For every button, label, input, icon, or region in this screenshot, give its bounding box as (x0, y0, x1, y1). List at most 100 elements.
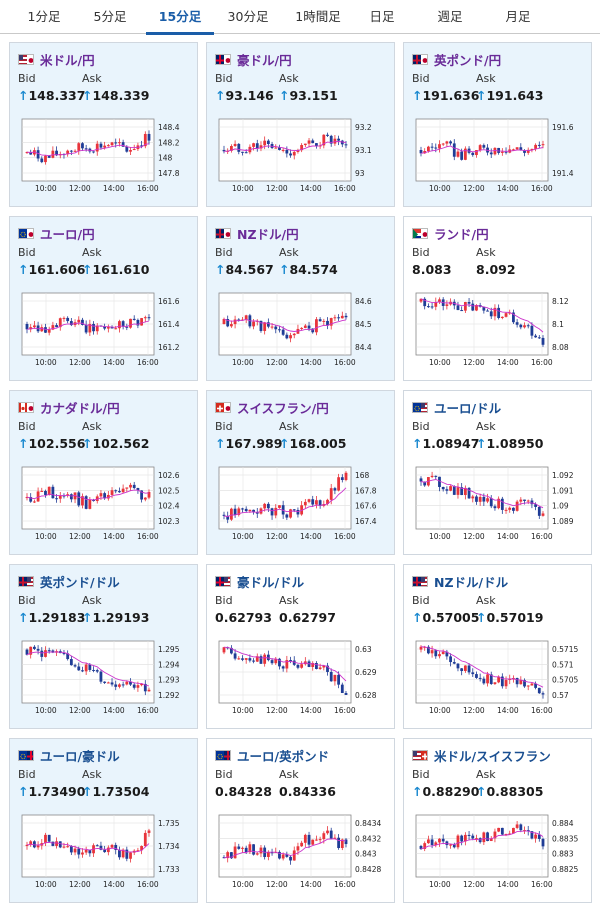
mini-candlestick-chart[interactable]: 84.6 84.5 84.4 10:00 12:00 14:00 16:00 (215, 289, 388, 373)
mini-candlestick-chart[interactable]: 93.2 93.1 93 10:00 12:00 14:00 16:00 (215, 115, 388, 199)
rate-card[interactable]: ランド/円 Bid Ask 8.083 8.092 8.12 8.1 8.08 10:… (403, 216, 592, 381)
candle-down (326, 665, 329, 672)
rate-card[interactable]: ユーロ/ドル Bid Ask ↑1.08947 ↑1.08950 1.092 1.… (403, 390, 592, 555)
candle-up (303, 143, 307, 146)
up-arrow-icon: ↑ (18, 88, 29, 103)
mini-candlestick-chart[interactable]: 0.8434 0.8432 0.843 0.8428 10:00 12:00 14:00 16… (215, 811, 388, 895)
candle-up (140, 318, 144, 326)
candle-up (143, 832, 147, 847)
tab-30min[interactable]: 30分足 (227, 9, 269, 24)
rate-card[interactable]: カナダドル/円 Bid Ask ↑102.556 ↑102.562 102.6 1… (9, 390, 198, 555)
currency-pair-name[interactable]: 英ポンド/円 (434, 52, 502, 68)
mini-candlestick-chart[interactable]: 0.63 0.629 0.628 10:00 12:00 14:00 16:00 (215, 637, 388, 721)
y-tick-label: 1.293 (158, 676, 180, 685)
rate-card[interactable]: NZドル/円 Bid Ask ↑84.567 ↑84.574 84.6 84.5 8… (206, 216, 395, 381)
currency-pair-name[interactable]: 米ドル/スイスフラン (434, 748, 551, 764)
rate-card[interactable]: ユーロ/円 Bid Ask ↑161.606 ↑161.610 161.6 161… (9, 216, 198, 381)
candle-down (434, 475, 438, 477)
currency-pair-name[interactable]: ユーロ/英ポンド (237, 748, 330, 764)
up-arrow-icon: ↑ (279, 262, 290, 277)
y-tick-label: 8.08 (552, 343, 569, 352)
currency-pair-name[interactable]: NZドル/ドル (434, 574, 509, 590)
rate-card[interactable]: 豪ドル/ドル Bid Ask 0.62793 0.62797 0.63 0.629… (206, 564, 395, 729)
candle-up (307, 140, 311, 144)
ask-price: 93.151 (289, 88, 338, 103)
currency-pair-name[interactable]: ユーロ/豪ドル (40, 748, 120, 764)
candle-down (452, 844, 456, 848)
x-tick-label: 12:00 (69, 880, 91, 889)
y-tick-label: 167.8 (355, 486, 377, 495)
mini-candlestick-chart[interactable]: 191.6 191.4 10:00 12:00 14:00 16:00 (412, 115, 585, 199)
rate-card[interactable]: 豪ドル/円 Bid Ask ↑93.146 ↑93.151 93.2 93.1 93… (206, 42, 395, 207)
currency-pair-name[interactable]: NZドル/円 (237, 226, 299, 242)
x-tick-label: 16:00 (334, 532, 356, 541)
candle-up (248, 844, 252, 853)
mini-candlestick-chart[interactable]: 1.295 1.294 1.293 1.292 10:00 12:00 14:00 16:00 (18, 637, 191, 721)
tab-15min[interactable]: 15分足 (146, 0, 214, 35)
mini-candlestick-chart[interactable]: 168 167.8 167.6 167.4 10:00 12:00 14:00 16:00 (215, 463, 388, 547)
candle-up (303, 501, 307, 506)
moving-average-line (420, 830, 544, 850)
y-tick-label: 0.63 (355, 645, 372, 654)
currency-pair-name[interactable]: ユーロ/ドル (434, 400, 502, 416)
candle-down (92, 669, 95, 671)
mini-candlestick-chart[interactable]: 148.4 148.2 148 147.8 10:00 12:00 14:00 16:00 (18, 115, 191, 199)
candle-down (266, 322, 270, 327)
tab-1min[interactable]: 1分足 (27, 9, 61, 24)
mini-candlestick-chart[interactable]: 0.5715 0.571 0.5705 0.57 10:00 12:00 14:00 16:0… (412, 637, 585, 721)
currency-pair-name[interactable]: 豪ドル/円 (237, 52, 292, 68)
currency-pair-name[interactable]: 英ポンド/ドル (40, 574, 120, 590)
candle-down (315, 663, 318, 669)
candle-down (537, 337, 541, 339)
mini-candlestick-chart[interactable]: 0.884 0.8835 0.883 0.8825 10:00 12:00 14:00 16:… (412, 811, 585, 895)
ask-price: 1.08950 (486, 436, 544, 451)
candle-up (475, 150, 478, 156)
currency-pair-name[interactable]: 豪ドル/ドル (237, 574, 305, 590)
tab-monthly[interactable]: 月足 (505, 9, 531, 24)
candle-up (229, 324, 233, 327)
currency-pair-name[interactable]: スイスフラン/円 (237, 400, 329, 416)
currency-pair-name[interactable]: ランド/円 (434, 226, 489, 242)
tab-5min[interactable]: 5分足 (93, 9, 127, 24)
currency-pair-name[interactable]: カナダドル/円 (40, 400, 120, 416)
x-tick-label: 16:00 (334, 184, 356, 193)
rate-card[interactable]: 米ドル/円 Bid Ask ↑148.337 ↑148.339 148.4 148… (9, 42, 198, 207)
tab-weekly[interactable]: 週足 (437, 9, 463, 24)
mini-candlestick-chart[interactable]: 102.6 102.5 102.4 102.3 10:00 12:00 14:00 16:00 (18, 463, 191, 547)
candle-down (489, 152, 493, 155)
rate-card[interactable]: スイスフラン/円 Bid Ask ↑167.989 ↑168.005 168 16… (206, 390, 395, 555)
mini-candlestick-chart[interactable]: 1.092 1.091 1.09 1.089 10:00 12:00 14:00 16:00 (412, 463, 585, 547)
chart-frame (218, 814, 352, 878)
candle-down (77, 492, 81, 506)
mini-candlestick-chart[interactable]: 1.735 1.734 1.733 10:00 12:00 14:00 16:00 (18, 811, 191, 895)
rate-card[interactable]: ユーロ/豪ドル Bid Ask ↑1.73490 ↑1.73504 1.735 1… (9, 738, 198, 903)
ask-value: ↑191.643 (476, 88, 543, 103)
candle-up (274, 147, 278, 149)
y-tick-label: 8.1 (552, 320, 564, 329)
tab-1hour[interactable]: 1時間足 (295, 9, 341, 24)
mini-candlestick-chart[interactable]: 8.12 8.1 8.08 10:00 12:00 14:00 16:00 (412, 289, 585, 373)
candle-up (274, 507, 278, 516)
rate-card[interactable]: 英ポンド/円 Bid Ask ↑191.636 ↑191.643 191.6 19… (403, 42, 592, 207)
rate-card[interactable]: ユーロ/英ポンド Bid Ask 0.84328 0.84336 0.8434 0… (206, 738, 395, 903)
up-arrow-icon: ↑ (476, 784, 487, 799)
ask-value: ↑102.562 (82, 436, 149, 451)
bid-value: ↑167.989 (215, 436, 282, 451)
candle-up (289, 509, 292, 518)
y-tick-label: 0.8434 (355, 819, 381, 828)
y-tick-label: 1.089 (552, 517, 574, 526)
candle-up (281, 149, 285, 151)
tab-daily[interactable]: 日足 (369, 9, 395, 24)
x-tick-label: 14:00 (497, 184, 519, 193)
candle-up (281, 854, 285, 859)
currency-pair-name[interactable]: ユーロ/円 (40, 226, 95, 242)
currency-pair-name[interactable]: 米ドル/円 (40, 52, 95, 68)
mini-candlestick-chart[interactable]: 161.6 161.4 161.2 10:00 12:00 14:00 16:00 (18, 289, 191, 373)
card-header: ユーロ/円 (18, 225, 95, 242)
bid-label: Bid (18, 768, 36, 781)
rate-card[interactable]: NZドル/ドル Bid Ask ↑0.57005 ↑0.57019 0.5715… (403, 564, 592, 729)
rate-card[interactable]: 英ポンド/ドル Bid Ask ↑1.29183 ↑1.29193 1.295 1… (9, 564, 198, 729)
x-tick-label: 14:00 (300, 184, 322, 193)
rate-card[interactable]: 米ドル/スイスフラン Bid Ask ↑0.88290 ↑0.88305 0.8… (403, 738, 592, 903)
y-tick-label: 102.4 (158, 502, 180, 511)
